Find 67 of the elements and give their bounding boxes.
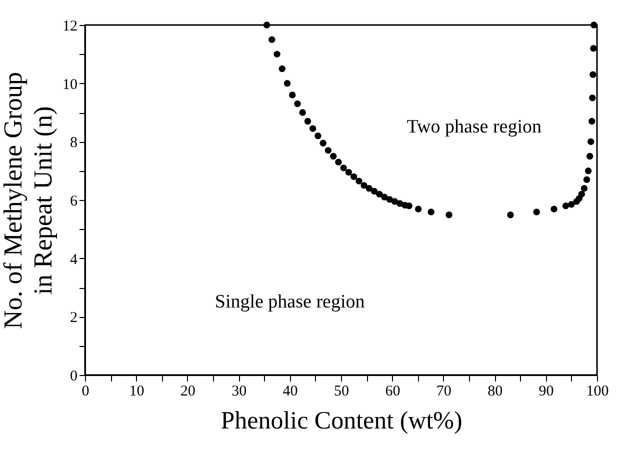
point <box>340 164 347 172</box>
point <box>586 152 594 160</box>
point <box>590 44 597 52</box>
point <box>268 36 276 43</box>
point <box>533 208 540 216</box>
point <box>590 22 598 28</box>
point <box>428 208 434 216</box>
point <box>299 109 306 116</box>
point <box>550 206 558 212</box>
point <box>320 140 326 146</box>
x-tick-label: 40 <box>282 384 298 400</box>
point <box>304 118 312 125</box>
x-tick-label: 60 <box>385 384 400 400</box>
x-tick-label: 30 <box>232 384 247 400</box>
point <box>350 173 358 180</box>
point <box>414 206 422 212</box>
point <box>589 94 596 102</box>
point <box>356 178 362 184</box>
point <box>324 147 332 154</box>
point <box>335 158 342 166</box>
point <box>562 202 570 210</box>
point <box>507 212 514 218</box>
point <box>588 138 594 146</box>
point <box>284 80 291 87</box>
point <box>366 184 373 192</box>
x-tick-label: 20 <box>180 384 196 400</box>
point <box>345 168 352 176</box>
y-tick-label: 0 <box>70 368 78 384</box>
y-tick-label: 10 <box>62 76 78 93</box>
point <box>294 100 301 108</box>
point <box>370 188 378 195</box>
x-tick-label: 50 <box>334 384 349 400</box>
point <box>314 132 322 140</box>
y-tick-label: 12 <box>62 18 78 34</box>
point <box>263 22 270 28</box>
y-axis-title: No. of Methylene Group in Repeat Unit (n) <box>0 72 58 330</box>
x-tick-label: 0 <box>82 384 90 400</box>
point <box>376 190 383 198</box>
point <box>309 125 316 132</box>
point <box>274 50 280 58</box>
y-tick-label: 4 <box>70 252 78 268</box>
point <box>583 176 590 183</box>
point <box>386 196 393 203</box>
x-tick-label: 70 <box>436 384 452 400</box>
annotation: Two phase region <box>406 116 542 138</box>
x-tick-label: 100 <box>586 384 609 400</box>
x-tick-label: 80 <box>488 384 503 400</box>
x-tick-label: 90 <box>538 384 554 400</box>
point <box>330 152 337 160</box>
point <box>588 118 596 125</box>
point <box>568 201 575 208</box>
point <box>278 65 286 72</box>
x-tick-label: 10 <box>129 384 144 400</box>
point <box>360 182 368 189</box>
point <box>580 184 588 192</box>
y-tick-label: 8 <box>70 135 78 152</box>
point <box>381 194 388 200</box>
annotation: Single phase region <box>214 292 366 312</box>
y-tick-label: 2 <box>70 310 78 326</box>
point <box>406 202 412 210</box>
x-axis-title: Phenolic Content (wt%) <box>220 408 462 434</box>
point <box>289 92 296 98</box>
point <box>578 190 585 198</box>
point <box>590 71 596 78</box>
point <box>446 212 452 218</box>
point <box>584 167 592 174</box>
y-tick-label: 6 <box>70 194 78 210</box>
